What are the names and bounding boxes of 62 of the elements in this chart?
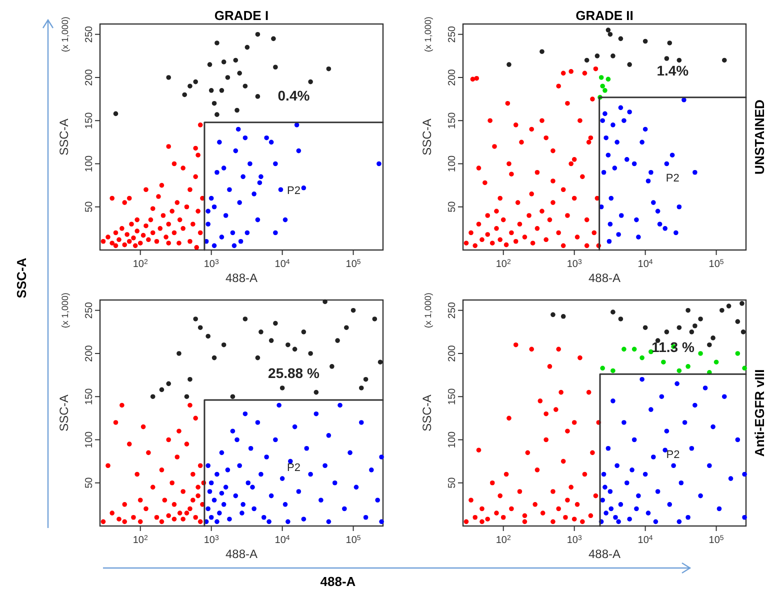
- x-tick-label: 10$^{2}$: [132, 534, 148, 546]
- y-tick-label: 100: [447, 430, 458, 448]
- y-tick-label: 200: [447, 68, 458, 86]
- y-tick-label: 100: [447, 154, 458, 172]
- chart-title: GRADE I: [214, 8, 269, 23]
- x-tick-label: 10$^{2}$: [132, 258, 148, 270]
- annotation: 11.3 %: [652, 339, 695, 356]
- text: (x 1,000): [423, 16, 433, 52]
- x-tick-label: 10$^{3}$: [204, 534, 219, 546]
- y-tick-label: 250: [447, 302, 458, 319]
- annotation: 1.4%: [656, 62, 690, 78]
- y-tick-label: 250: [84, 302, 95, 319]
- x-tick-label: 10$^{3}$: [204, 258, 219, 270]
- text: 488-A: [320, 574, 356, 589]
- annotation: P2: [666, 172, 680, 185]
- x-tick-label: 10$^{4}$: [274, 258, 290, 270]
- y-axis-title: SSC-A: [57, 394, 71, 432]
- text: (x 1,000): [60, 292, 70, 328]
- x-axis-title: 488-A: [225, 271, 258, 285]
- y-tick-label: 200: [84, 344, 95, 362]
- annotation: P2: [286, 462, 300, 474]
- x-tick-label: 10$^{3}$: [566, 258, 582, 270]
- x-tick-label: 10$^{2}$: [496, 258, 511, 270]
- x-axis-title: 488-A: [225, 547, 258, 561]
- y-tick-label: 150: [447, 112, 458, 129]
- text: (x 1,000): [60, 16, 70, 52]
- x-tick-label: 10$^{5}$: [346, 258, 361, 270]
- annotation: 25.88 %: [268, 365, 320, 382]
- x-tick-label: 10$^{4}$: [638, 258, 653, 270]
- x-tick-label: 10$^{5}$: [708, 534, 724, 546]
- y-tick-label: 50: [84, 200, 95, 212]
- annotation: P2: [666, 449, 680, 462]
- y-tick-label: 100: [84, 154, 95, 172]
- y-tick-label: 200: [84, 68, 95, 86]
- x-axis-title: 488-A: [588, 271, 621, 285]
- y-axis-title: SSC-A: [57, 118, 71, 156]
- y-tick-label: 50: [84, 476, 95, 488]
- y2-axis-title: UNSTAINED: [752, 100, 767, 174]
- x-tick-label: 10$^{2}$: [496, 534, 511, 546]
- y-tick-label: 250: [84, 26, 95, 43]
- y-tick-label: 150: [84, 388, 95, 405]
- y-axis-title: SSC-A: [420, 118, 434, 156]
- y-tick-label: 200: [447, 344, 458, 362]
- x-tick-label: 10$^{5}$: [346, 534, 361, 546]
- y-tick-label: 50: [447, 200, 458, 212]
- y-axis-title: SSC-A: [420, 394, 434, 432]
- annotation: P2: [286, 185, 300, 198]
- y-tick-label: 150: [84, 112, 95, 129]
- text: (x 1,000): [423, 292, 433, 328]
- x-tick-label: 10$^{3}$: [566, 534, 582, 546]
- chart-title: GRADE II: [576, 8, 634, 23]
- x-tick-label: 10$^{5}$: [708, 258, 724, 270]
- y-tick-label: 100: [84, 430, 95, 448]
- text: SSC-A: [14, 257, 29, 298]
- y-tick-label: 150: [447, 388, 458, 405]
- y2-axis-title: Anti-EGFR vIII: [752, 369, 767, 457]
- annotation: 0.4%: [278, 87, 310, 104]
- y-tick-label: 50: [447, 476, 458, 488]
- y-tick-label: 250: [447, 26, 458, 43]
- x-tick-label: 10$^{4}$: [638, 534, 653, 546]
- x-tick-label: 10$^{4}$: [274, 534, 290, 546]
- x-axis-title: 488-A: [588, 547, 621, 561]
